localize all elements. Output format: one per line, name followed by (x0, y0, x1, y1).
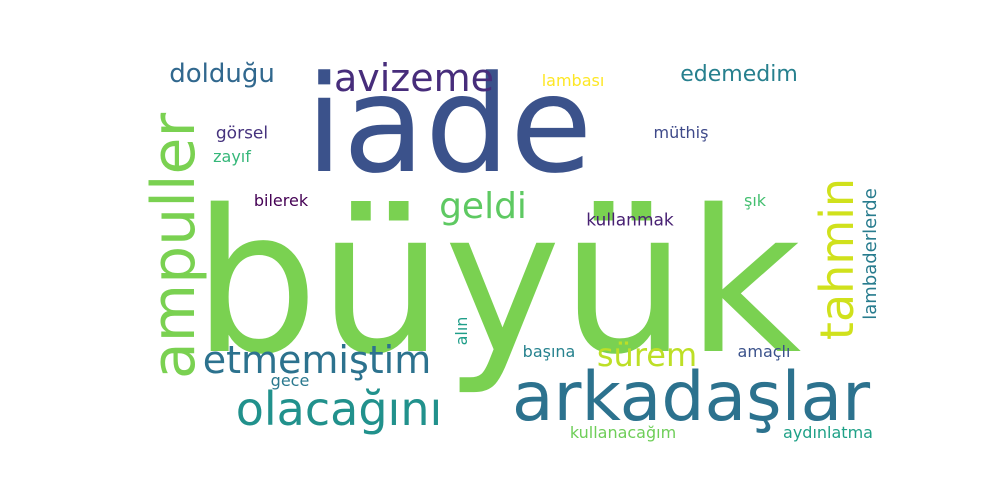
word-kullanacagim: kullanacağım (569, 423, 677, 442)
word-buyuk: büyük (192, 167, 802, 398)
word-avizeme: avizeme (333, 56, 495, 100)
word-gorsel: görsel (215, 123, 269, 144)
word-zayif: zayıf (213, 147, 251, 166)
word-lambaderlerde: lambaderlerde (860, 188, 881, 320)
word-bilerek: bilerek (253, 191, 309, 210)
word-sik: şık (743, 191, 767, 210)
word-alin: alın (452, 316, 471, 346)
word-arkadaslar: arkadaşlar (511, 358, 871, 437)
word-iade: iade (305, 47, 593, 203)
word-gece: gece (270, 371, 310, 390)
word-edemedim: edemedim (680, 62, 798, 87)
word-etmemistim: etmemiştim (202, 338, 432, 382)
word-aydinlatma: aydınlatma (783, 423, 873, 442)
word-surem: sürem (596, 336, 698, 374)
word-tahmin: tahmin (810, 177, 864, 341)
word-olacagini: olacağını (235, 382, 443, 436)
word-ampuller: ampuller (139, 112, 209, 380)
word-geldi: geldi (439, 186, 527, 227)
word-basina: başına (522, 342, 576, 361)
word-kullanmak: kullanmak (586, 210, 674, 231)
word-dolduğu: dolduğu (169, 59, 275, 89)
word-muthis: müthiş (653, 123, 709, 142)
word-amacli: amaçlı (737, 342, 791, 361)
word-lambasi: lambası (541, 71, 605, 90)
